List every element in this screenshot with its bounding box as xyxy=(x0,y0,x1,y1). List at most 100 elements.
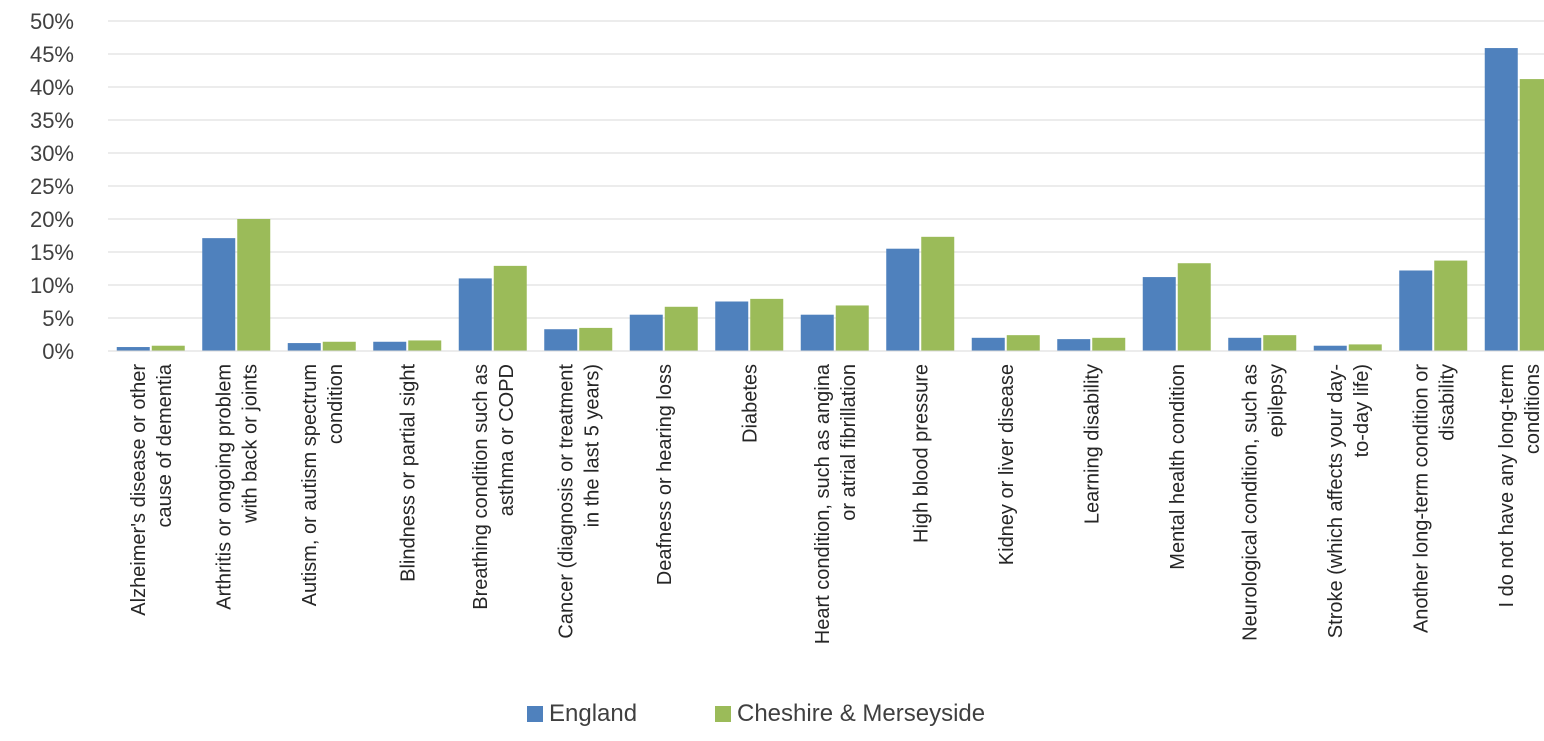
bar xyxy=(1399,270,1433,351)
x-tick-label: Breathing condition such as asthma or COP… xyxy=(470,364,518,610)
y-axis-ticks: 0% 5% 10% 15% 20% 25% 30% 35% 40% 45% 50% xyxy=(30,9,74,364)
x-tick-label-line: Blindness or partial sight xyxy=(397,364,419,582)
bar xyxy=(493,265,527,351)
bar xyxy=(1006,335,1040,351)
bar xyxy=(237,219,271,351)
x-tick-label-line: or atrial fibrillation xyxy=(838,364,860,521)
bar xyxy=(322,341,356,351)
legend-swatch xyxy=(527,706,543,722)
y-tick-label: 40% xyxy=(30,75,74,100)
bar xyxy=(408,340,442,351)
x-tick-label-line: Kidney or liver disease xyxy=(996,364,1018,565)
bar xyxy=(629,314,663,351)
x-tick-label: Blindness or partial sight xyxy=(397,364,419,582)
x-tick-label-line: Stroke (which affects your day- xyxy=(1325,364,1347,638)
x-tick-label-line: to-day life) xyxy=(1351,364,1373,457)
bar xyxy=(1142,277,1176,351)
bar xyxy=(116,347,150,351)
x-tick-label-line: High blood pressure xyxy=(910,364,932,543)
bar xyxy=(458,278,492,351)
y-tick-label: 5% xyxy=(42,306,74,331)
y-tick-label: 25% xyxy=(30,174,74,199)
bar xyxy=(1092,337,1126,351)
x-tick-label-line: cause of dementia xyxy=(154,363,176,527)
x-tick-label-line: epilepsy xyxy=(1265,364,1287,437)
bar xyxy=(1177,263,1211,351)
x-tick-label-line: condition xyxy=(325,364,347,444)
bar xyxy=(1313,345,1347,351)
bar xyxy=(750,298,784,351)
bar xyxy=(1519,79,1544,351)
bar xyxy=(886,248,920,351)
x-tick-label-line: Another long-term condition or xyxy=(1410,364,1432,633)
legend-swatch xyxy=(715,706,731,722)
x-tick-label: Learning disability xyxy=(1081,364,1103,524)
y-tick-label: 15% xyxy=(30,240,74,265)
y-tick-label: 10% xyxy=(30,273,74,298)
x-tick-label: Arthritis or ongoing problem with back or… xyxy=(213,364,261,610)
x-tick-label: Stroke (which affects your day-to-day li… xyxy=(1325,364,1373,638)
x-tick-label: Autism, or autism spectrum condition xyxy=(299,364,347,606)
bar xyxy=(1263,335,1297,351)
x-tick-label-line: conditions xyxy=(1522,364,1544,454)
x-tick-label-line: Cancer (diagnosis or treatment xyxy=(555,364,577,639)
x-tick-label-line: asthma or COPD xyxy=(496,364,518,516)
x-tick-label: Another long-term condition or disability xyxy=(1410,364,1458,633)
x-tick-label: Alzheimer's disease or other cause of dem… xyxy=(128,363,176,616)
y-tick-label: 30% xyxy=(30,141,74,166)
legend: England Cheshire & Merseyside xyxy=(527,700,985,727)
bar xyxy=(287,343,321,351)
x-tick-label-line: I do not have any long-term xyxy=(1496,364,1518,607)
x-tick-label-line: Breathing condition such as xyxy=(470,364,492,610)
bar xyxy=(1434,260,1468,351)
bar xyxy=(202,238,236,351)
bar xyxy=(971,337,1005,351)
x-tick-label-line: Mental health condition xyxy=(1167,364,1189,570)
x-tick-label: Cancer (diagnosis or treatment in the las… xyxy=(555,364,603,639)
x-tick-label-line: with back or joints xyxy=(239,364,261,524)
bar xyxy=(1484,48,1518,352)
x-tick-label-line: disability xyxy=(1436,364,1458,441)
x-tick-label-line: Deafness or hearing loss xyxy=(654,364,676,585)
x-tick-label-line: Arthritis or ongoing problem xyxy=(213,364,235,610)
x-tick-label: Diabetes xyxy=(739,364,761,443)
bar xyxy=(800,314,834,351)
x-tick-label: Mental health condition xyxy=(1167,364,1189,570)
x-axis-labels: Alzheimer's disease or other cause of dem… xyxy=(128,363,1544,644)
bar xyxy=(579,327,613,351)
bar xyxy=(835,305,869,351)
x-tick-label-line: Alzheimer's disease or other xyxy=(128,364,150,616)
y-tick-label: 35% xyxy=(30,108,74,133)
bar xyxy=(664,306,698,351)
y-tick-label: 0% xyxy=(42,339,74,364)
bar xyxy=(1348,344,1382,351)
x-tick-label: High blood pressure xyxy=(910,364,932,543)
x-tick-label: Kidney or liver disease xyxy=(996,364,1018,565)
bar xyxy=(151,345,185,351)
x-tick-label: Heart condition, such as angina or atrial… xyxy=(812,363,860,644)
gridlines xyxy=(108,20,1544,319)
bar xyxy=(1057,339,1091,351)
y-tick-label: 50% xyxy=(30,9,74,34)
y-tick-label: 20% xyxy=(30,207,74,232)
legend-label: Cheshire & Merseyside xyxy=(737,700,985,727)
legend-label: England xyxy=(549,700,637,727)
bar xyxy=(921,236,955,351)
x-tick-label: I do not have any long-term conditions xyxy=(1496,364,1544,607)
x-tick-label-line: Neurological condition, such as xyxy=(1239,364,1261,641)
x-tick-label-line: in the last 5 years) xyxy=(581,364,603,527)
x-tick-label-line: Learning disability xyxy=(1081,364,1103,524)
x-tick-label: Neurological condition, such as epilepsy xyxy=(1239,364,1287,641)
bar xyxy=(715,301,749,351)
y-tick-label: 45% xyxy=(30,42,74,67)
x-tick-label: Deafness or hearing loss xyxy=(654,364,676,585)
bar xyxy=(1228,337,1262,351)
x-tick-label-line: Diabetes xyxy=(739,364,761,443)
x-tick-label-line: Autism, or autism spectrum xyxy=(299,364,321,606)
bars xyxy=(116,48,1544,352)
x-tick-label-line: Heart condition, such as angina xyxy=(812,363,834,644)
bar xyxy=(373,341,407,351)
bar xyxy=(544,329,578,351)
